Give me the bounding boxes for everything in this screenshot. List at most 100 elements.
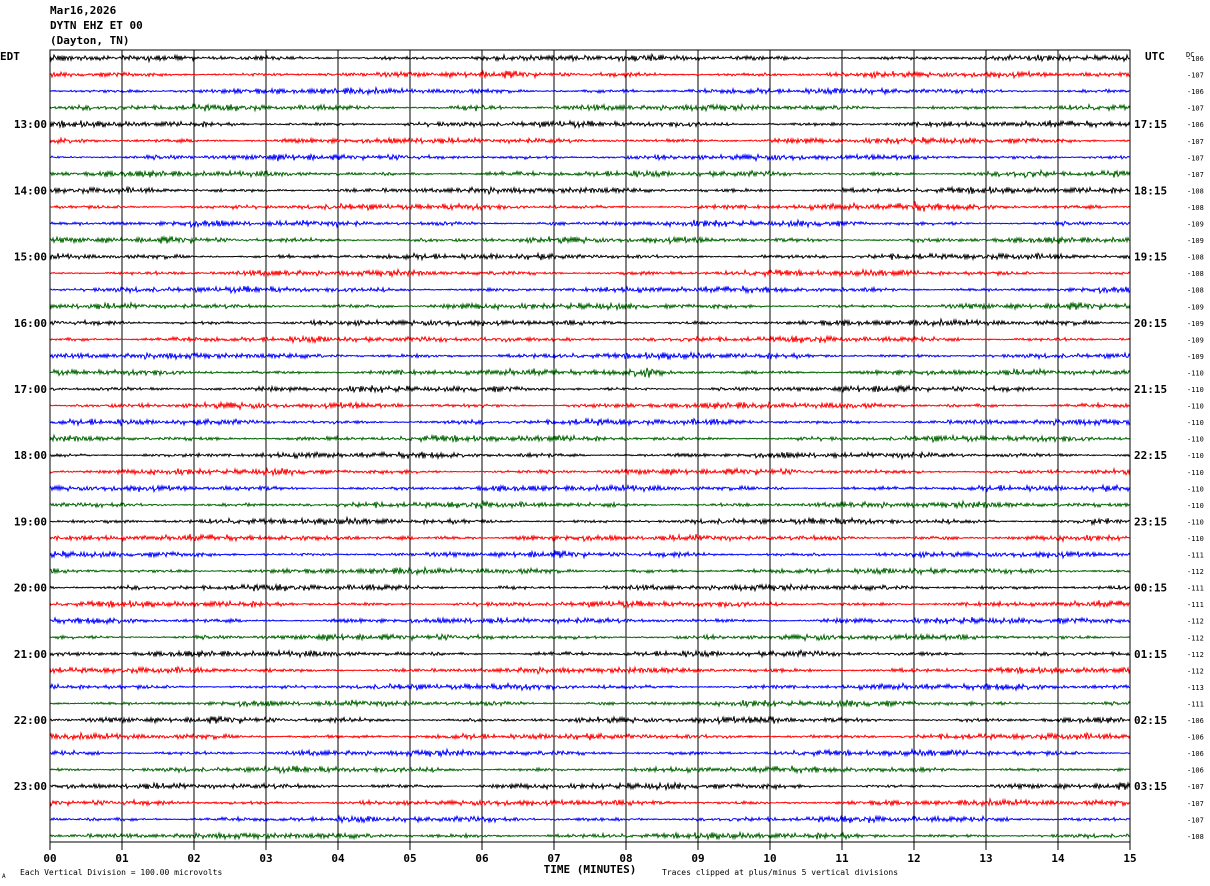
dc-offset-value: -106: [1187, 121, 1204, 129]
left-hour-label: 18:00: [14, 449, 47, 462]
seismic-trace: [49, 102, 1131, 113]
dc-offset-value: -109: [1187, 353, 1204, 361]
seismic-trace: [49, 251, 1131, 262]
dc-offset-value: -112: [1187, 667, 1204, 675]
station-location: (Dayton, TN): [50, 34, 130, 47]
seismic-trace: [49, 350, 1131, 361]
dc-offset-value: -108: [1187, 270, 1204, 278]
seismic-trace: [49, 367, 1131, 378]
seismic-trace: [49, 285, 1131, 295]
seismic-trace: [49, 168, 1131, 179]
dc-offset-value: -106: [1187, 750, 1204, 758]
dc-offset-value: -111: [1187, 701, 1204, 709]
dc-offset-value: -107: [1187, 105, 1204, 113]
dc-offset-value: -110: [1187, 452, 1204, 460]
dc-offset-value: -112: [1187, 618, 1204, 626]
dc-offset-value: -110: [1187, 419, 1204, 427]
dc-offset-value: -109: [1187, 320, 1204, 328]
left-hour-label: 23:00: [14, 780, 47, 793]
seismic-trace: [49, 483, 1131, 494]
dc-offset-value: -109: [1187, 303, 1204, 311]
seismic-trace: [49, 830, 1131, 841]
seismic-trace: [49, 565, 1131, 577]
left-hour-label: 17:00: [14, 383, 47, 396]
dc-offset-value: -110: [1187, 469, 1204, 477]
seismic-trace: [49, 52, 1131, 64]
x-tick-label: 10: [763, 852, 776, 865]
seismic-traces: [49, 52, 1131, 841]
dc-offset-value: -109: [1187, 336, 1204, 344]
right-hour-label: 19:15: [1134, 251, 1167, 264]
seismic-trace: [49, 218, 1131, 229]
seismic-trace: [49, 400, 1131, 411]
dc-offset-value: -109: [1187, 221, 1204, 229]
right-hour-label: 03:15: [1134, 780, 1167, 793]
seismic-trace: [49, 136, 1131, 146]
seismic-trace: [49, 450, 1131, 461]
seismic-trace: [49, 317, 1131, 328]
dc-offset-value: -108: [1187, 204, 1204, 212]
x-tick-label: 00: [43, 852, 56, 865]
dc-offset-value: -108: [1187, 287, 1204, 295]
x-tick-label: 14: [1051, 852, 1065, 865]
seismic-trace: [49, 715, 1131, 726]
left-hour-label: 15:00: [14, 251, 47, 264]
dc-offset-value: -106: [1187, 734, 1204, 742]
x-tick-label: 02: [187, 852, 200, 865]
dc-offset-value: -110: [1187, 535, 1204, 543]
x-tick-label: 06: [475, 852, 489, 865]
dc-offset-value: -106: [1187, 717, 1204, 725]
right-hour-label: 22:15: [1134, 449, 1167, 462]
seismic-trace: [49, 730, 1131, 742]
seismic-trace: [49, 119, 1131, 130]
seismic-trace: [49, 616, 1131, 626]
left-hour-label: 21:00: [14, 648, 47, 661]
axis-labels: EDT UTC DC TIME (MINUTES) Each Vertical …: [0, 50, 1204, 880]
dc-offset-value: -107: [1187, 800, 1204, 808]
dc-offset-value: -112: [1187, 634, 1204, 642]
seismic-trace: [49, 814, 1131, 825]
x-tick-label: 12: [907, 852, 920, 865]
x-axis-title: TIME (MINUTES): [544, 863, 637, 876]
dc-offset-value: -107: [1187, 783, 1204, 791]
right-hour-label: 21:15: [1134, 383, 1167, 396]
seismic-trace: [49, 466, 1131, 478]
dc-offset-value: -106: [1187, 88, 1204, 96]
x-tick-label: 11: [835, 852, 849, 865]
dc-offset-value: -113: [1187, 684, 1204, 692]
seismic-trace: [50, 201, 1131, 212]
dc-offset-value: -106: [1187, 55, 1204, 63]
left-hour-label: 19:00: [14, 515, 47, 528]
left-hour-label: 20:00: [14, 582, 47, 595]
dc-offset-value: -107: [1187, 816, 1204, 824]
seismic-trace: [49, 499, 1131, 510]
seismic-trace: [49, 549, 1131, 560]
x-tick-label: 09: [691, 852, 704, 865]
dc-offset-value: -107: [1187, 138, 1204, 146]
left-hour-label: 16:00: [14, 317, 47, 330]
dc-offset-value: -107: [1187, 154, 1204, 162]
left-timezone-label: EDT: [0, 50, 20, 63]
right-hour-label: 23:15: [1134, 515, 1167, 528]
dc-offset-value: -106: [1187, 767, 1204, 775]
seismic-trace: [49, 334, 1131, 345]
right-hour-label: 00:15: [1134, 582, 1167, 595]
seismic-trace: [49, 765, 1131, 775]
dc-offset-value: -110: [1187, 403, 1204, 411]
right-hour-label: 02:15: [1134, 714, 1167, 727]
right-hour-label: 17:15: [1134, 118, 1167, 131]
dc-offset-value: -112: [1187, 651, 1204, 659]
seismic-trace: [49, 515, 1131, 527]
seismic-trace: [49, 185, 1131, 196]
right-hour-label: 01:15: [1134, 648, 1167, 661]
seismic-trace: [49, 152, 1130, 163]
corner-mark: A: [2, 873, 6, 880]
x-tick-label: 13: [979, 852, 992, 865]
dc-offset-value: -109: [1187, 237, 1204, 245]
station-code: DYTN EHZ ET 00: [50, 19, 143, 32]
right-hour-label: 18:15: [1134, 184, 1167, 197]
seismic-trace: [49, 384, 1131, 394]
seismic-trace: [49, 267, 1131, 279]
seismic-trace: [49, 781, 1131, 792]
